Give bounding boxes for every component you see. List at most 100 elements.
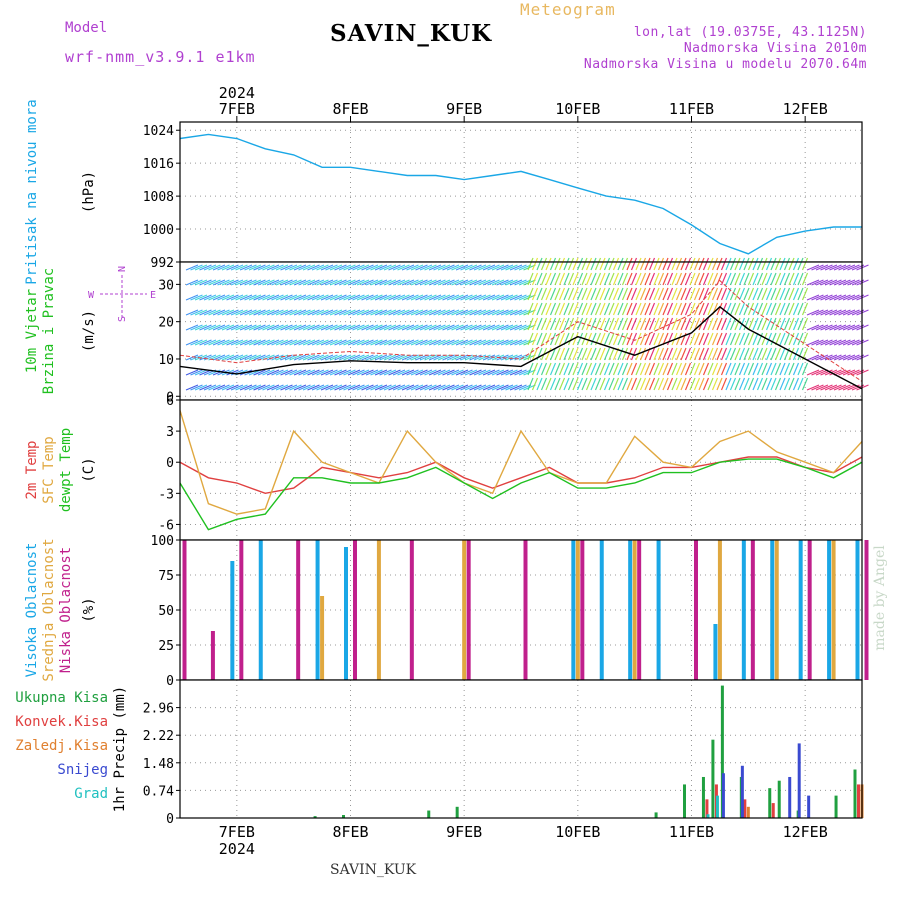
- xtick-top-4: 11FEB: [669, 100, 714, 118]
- wind-barb: [262, 264, 275, 271]
- clouds-bar-2: [296, 540, 301, 680]
- wind-barb: [621, 362, 629, 376]
- wind-barb: [352, 309, 365, 316]
- wind-barb: [662, 272, 669, 286]
- pressure-ytick-label-0: 1024: [143, 124, 174, 139]
- wind-barb: [289, 339, 302, 346]
- wind-barb: [648, 347, 656, 361]
- wind-barb: [253, 354, 266, 361]
- wind-barb: [842, 384, 856, 391]
- wind-barb: [374, 309, 388, 316]
- wind-barb: [451, 384, 464, 391]
- wind-barb: [716, 347, 723, 361]
- wind-barb: [603, 332, 611, 346]
- wind-barb: [698, 377, 705, 391]
- wind-barb: [792, 272, 800, 286]
- wind-barb: [531, 377, 539, 391]
- wind-barb: [729, 332, 737, 346]
- wind-barb: [230, 384, 244, 391]
- wind-barb: [635, 317, 642, 331]
- wind-barb: [801, 317, 809, 331]
- wind-barb: [662, 332, 669, 346]
- wind-barb: [729, 272, 737, 286]
- wind-barb: [630, 362, 638, 376]
- wind-barb: [217, 264, 230, 271]
- wind-barb: [648, 302, 656, 316]
- precip-bar-0: [455, 806, 459, 818]
- wind-barb: [581, 287, 588, 301]
- wind-barb: [446, 309, 460, 316]
- wind-barb: [599, 272, 606, 286]
- wind-barb: [428, 384, 442, 391]
- wind-barb: [401, 294, 415, 301]
- wind-barb: [585, 302, 593, 316]
- wind-barb: [428, 369, 442, 376]
- model-label: Model: [65, 20, 108, 36]
- wind-barb: [379, 279, 392, 286]
- wind-barb: [356, 324, 370, 331]
- wind-barb: [662, 362, 669, 376]
- wind-barb: [811, 369, 824, 376]
- wind-barb: [253, 264, 266, 271]
- wind-barb: [325, 279, 338, 286]
- wind-barb: [536, 332, 543, 346]
- wind-barb: [451, 264, 464, 271]
- wind-barb: [603, 347, 611, 361]
- precip-label-3: Snijeg: [57, 762, 108, 778]
- wind-barb: [666, 257, 674, 271]
- precip-bar-2: [746, 806, 750, 818]
- wind-barb: [190, 369, 203, 376]
- wind-barb: [478, 309, 491, 316]
- wind-barb: [280, 369, 293, 376]
- wind-barb: [639, 362, 647, 376]
- wind-barb: [536, 257, 543, 271]
- wind-barb: [392, 324, 406, 331]
- clouds-bar-0: [599, 540, 604, 680]
- wind-barb: [675, 362, 683, 376]
- wind-barb: [361, 384, 374, 391]
- wind-barb: [302, 279, 316, 286]
- wind-barb: [527, 362, 534, 376]
- wind-barb: [792, 362, 800, 376]
- wind-barb: [262, 369, 275, 376]
- wind-barb: [536, 362, 543, 376]
- temperature-label-0: 2m Temp: [24, 440, 40, 499]
- wind-barb: [648, 287, 656, 301]
- wind-barb: [612, 287, 620, 301]
- wind-barb: [446, 324, 460, 331]
- clouds-bar-1: [376, 540, 381, 680]
- wind-barb: [293, 354, 307, 361]
- wind-barb: [576, 287, 584, 301]
- wind-barb: [603, 272, 611, 286]
- clouds-label-0: Visoka Oblacnost: [24, 543, 40, 678]
- wind-barb: [230, 294, 244, 301]
- wind-barb: [648, 317, 656, 331]
- wind-barb: [185, 384, 199, 391]
- wind-barb: [666, 317, 674, 331]
- precip-bar-0: [720, 685, 724, 818]
- wind-barb: [307, 384, 320, 391]
- wind-barb: [662, 287, 669, 301]
- wind-barb: [594, 257, 602, 271]
- precip-bar-1: [771, 803, 775, 818]
- wind-barb: [239, 354, 253, 361]
- wind-barb: [361, 309, 374, 316]
- wind-barb: [671, 302, 678, 316]
- wind-barb: [567, 377, 575, 391]
- wind-barb: [829, 294, 842, 301]
- wind-barb: [424, 354, 437, 361]
- wind-barb: [514, 339, 527, 346]
- wind-barb: [720, 332, 728, 346]
- wind-barb: [311, 294, 325, 301]
- wind-barb: [370, 294, 383, 301]
- wind-barb: [230, 279, 244, 286]
- wind-barb: [806, 309, 820, 316]
- wind-barb: [478, 324, 491, 331]
- wind-barb: [361, 294, 374, 301]
- wind-barb: [788, 332, 795, 346]
- wind-barb: [491, 264, 505, 271]
- wind-barb: [711, 257, 719, 271]
- wind-barb: [720, 272, 728, 286]
- wind-barb: [549, 377, 557, 391]
- wind-barb: [487, 369, 500, 376]
